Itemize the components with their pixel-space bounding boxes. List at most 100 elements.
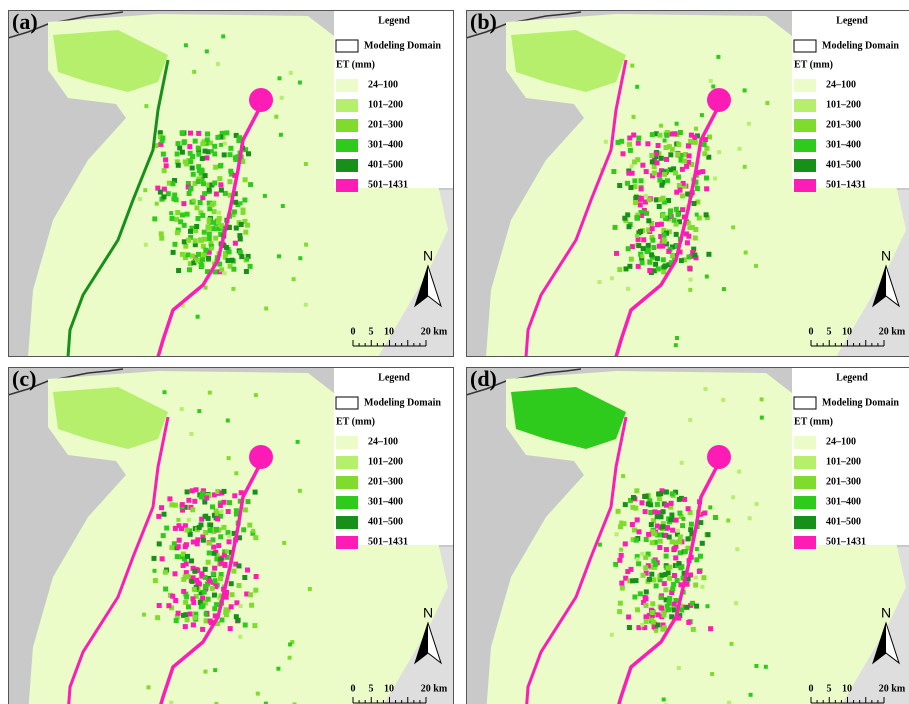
patch	[169, 502, 174, 507]
patch	[192, 569, 197, 574]
patch	[641, 237, 646, 242]
patch	[196, 146, 201, 151]
legend-label: 501–1431	[368, 179, 408, 190]
patch	[245, 257, 249, 261]
patch	[654, 197, 659, 202]
patch	[635, 607, 640, 612]
patch	[754, 264, 758, 268]
patch	[214, 527, 219, 532]
patch	[676, 212, 681, 217]
patch	[664, 133, 669, 138]
patch	[672, 546, 677, 551]
patch	[289, 71, 293, 75]
scale-label: 10	[384, 326, 394, 337]
patch	[171, 181, 176, 186]
patch	[760, 397, 764, 401]
patch	[218, 182, 223, 187]
legend-label: 24–100	[826, 79, 856, 90]
patch	[194, 578, 199, 583]
patch	[676, 561, 681, 566]
patch	[630, 505, 635, 510]
patch	[186, 574, 191, 579]
patch	[161, 533, 166, 538]
patch	[634, 538, 639, 543]
patch	[233, 155, 238, 160]
patch	[640, 254, 644, 258]
patch	[702, 142, 707, 147]
scale-label: 5	[369, 683, 374, 694]
patch	[173, 526, 178, 531]
patch	[716, 55, 720, 59]
patch	[685, 240, 690, 245]
patch	[636, 136, 641, 141]
patch	[152, 216, 157, 221]
patch	[657, 178, 662, 183]
domain-label: Modeling Domain	[822, 397, 899, 408]
patch	[721, 398, 725, 402]
legend-label: 401–500	[826, 159, 861, 170]
legend-label: 301–400	[368, 496, 403, 507]
patch	[631, 495, 636, 500]
patch	[160, 136, 165, 141]
patch	[686, 536, 691, 541]
patch	[687, 266, 692, 271]
patch	[184, 43, 188, 47]
patch	[195, 258, 200, 263]
legend-title: Legend	[836, 372, 868, 383]
patch	[693, 583, 698, 588]
patch	[673, 555, 678, 560]
patch	[232, 493, 237, 498]
patch	[223, 271, 227, 275]
north-label: N	[881, 248, 891, 264]
patch	[176, 163, 181, 168]
patch	[184, 542, 189, 547]
patch	[222, 489, 227, 494]
patch	[678, 565, 683, 570]
patch	[617, 267, 622, 272]
patch	[692, 253, 697, 258]
patch	[237, 583, 242, 588]
patch	[701, 585, 705, 589]
patch	[644, 194, 648, 198]
patch	[660, 213, 665, 218]
patch	[748, 516, 752, 520]
patch	[186, 498, 191, 503]
patch	[658, 133, 663, 138]
patch	[182, 239, 187, 244]
patch	[230, 258, 235, 263]
patch	[695, 547, 699, 551]
patch	[693, 236, 698, 241]
patch	[598, 543, 602, 547]
patch	[222, 152, 227, 157]
patch	[189, 432, 193, 436]
patch	[619, 553, 624, 558]
patch	[652, 509, 657, 514]
patch	[689, 278, 693, 282]
patch	[681, 517, 685, 521]
patch	[667, 601, 672, 606]
patch	[191, 622, 196, 627]
patch	[220, 618, 225, 623]
patch	[212, 606, 217, 611]
patch	[180, 407, 184, 411]
patch	[655, 222, 660, 227]
patch	[192, 615, 197, 620]
patch	[147, 685, 151, 689]
patch	[233, 200, 238, 205]
patch	[169, 701, 173, 704]
patch	[188, 159, 193, 164]
patch	[625, 212, 630, 217]
patch	[207, 188, 212, 193]
patch	[658, 491, 663, 496]
patch	[160, 556, 165, 561]
patch	[158, 190, 163, 195]
patch	[192, 199, 196, 203]
patch	[678, 130, 683, 135]
figure: LegendModeling DomainET (mm)24–100101–20…	[0, 0, 909, 704]
patch	[202, 590, 207, 595]
patch	[208, 523, 213, 528]
patch	[706, 252, 711, 257]
patch	[632, 595, 637, 600]
patch	[153, 569, 157, 573]
patch	[228, 169, 233, 174]
